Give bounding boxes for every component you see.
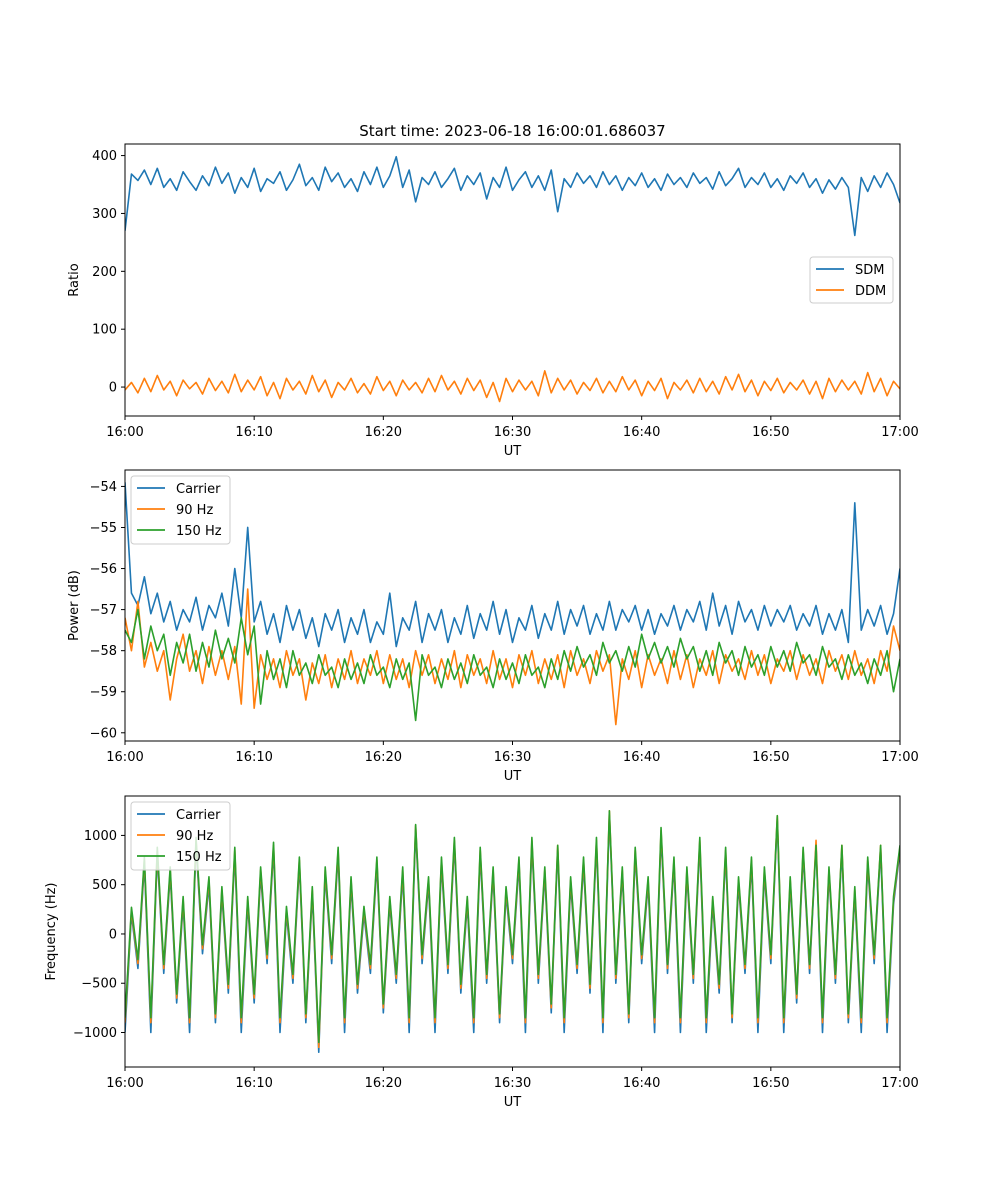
ratio-chart-title: Start time: 2023-06-18 16:00:01.686037 (359, 122, 665, 140)
power-y-tick-label: −58 (90, 644, 117, 659)
frequency-series-line-90-hz (125, 809, 900, 1049)
power-legend-box (130, 475, 231, 545)
frequency-x-tick-label: 16:10 (235, 1076, 272, 1091)
frequency-y-tick-label: 0 (109, 927, 117, 942)
ratio-x-tick-label: 16:10 (235, 425, 272, 440)
ratio-series-line-ddm (125, 370, 900, 403)
power-legend-label: 150 Hz (176, 524, 222, 539)
power-series-line-carrier (125, 482, 900, 648)
frequency-x-tick-label: 17:00 (881, 1076, 918, 1091)
frequency-y-tick-label: −500 (81, 977, 117, 992)
power-legend: Carrier 90 Hz 150 Hz (130, 475, 231, 545)
ratio-x-tick-label: 16:50 (752, 425, 789, 440)
frequency-legend-box (130, 801, 231, 871)
power-y-axis-label: Power (dB) (67, 570, 82, 641)
power-y-tick-label: −56 (90, 562, 117, 577)
frequency-series-line-carrier (125, 814, 900, 1054)
power-x-tick-label: 16:50 (752, 750, 789, 765)
frequency-x-tick-label: 16:50 (752, 1076, 789, 1091)
ratio-y-tick-label: 0 (109, 381, 117, 396)
ratio-legend-label: SDM (855, 263, 884, 278)
ratio-x-tick-label: 17:00 (881, 425, 918, 440)
power-legend-label: Carrier (176, 482, 221, 497)
frequency-legend-label: 150 Hz (176, 850, 222, 865)
ratio-x-tick-label: 16:00 (106, 425, 143, 440)
ratio-x-tick-label: 16:30 (494, 425, 531, 440)
ratio-legend: SDM DDM (809, 256, 894, 304)
power-series-line-150-hz (125, 608, 900, 722)
frequency-x-tick-label: 16:20 (365, 1076, 402, 1091)
ratio-y-tick-label: 400 (92, 149, 117, 164)
power-x-tick-label: 16:30 (494, 750, 531, 765)
power-x-tick-label: 16:00 (106, 750, 143, 765)
power-x-tick-label: 16:10 (235, 750, 272, 765)
power-y-tick-label: −57 (90, 603, 117, 618)
power-x-tick-label: 17:00 (881, 750, 918, 765)
power-x-tick-label: 16:40 (623, 750, 660, 765)
power-y-tick-label: −60 (90, 726, 117, 741)
frequency-panel: 16:00 16:10 16:20 16:30 16:40 16:50 17:00 −1000… (44, 795, 919, 1110)
frequency-x-tick-label: 16:00 (106, 1076, 143, 1091)
power-series-group (125, 482, 900, 726)
frequency-legend-label: 90 Hz (176, 829, 213, 844)
frequency-series-group (125, 809, 900, 1054)
power-series-line-90-hz (125, 588, 900, 726)
frequency-series-line-150-hz (125, 809, 900, 1044)
frequency-y-tick-label: 1000 (84, 829, 117, 844)
ratio-x-tick-label: 16:40 (623, 425, 660, 440)
ratio-legend-label: DDM (855, 284, 886, 299)
ratio-series-line-sdm (125, 155, 900, 237)
ratio-y-tick-label: 200 (92, 265, 117, 280)
ratio-y-tick-label: 100 (92, 323, 117, 338)
frequency-y-axis-label: Frequency (Hz) (44, 882, 59, 980)
ratio-panel: 16:00 16:10 16:20 16:30 16:40 16:50 17:00 0 100 2… (67, 122, 919, 459)
frequency-x-tick-label: 16:30 (494, 1076, 531, 1091)
frequency-x-axis-label: UT (504, 1095, 522, 1110)
frequency-y-tick-label: 500 (92, 878, 117, 893)
power-legend-label: 90 Hz (176, 503, 213, 518)
frequency-y-tick-label: −1000 (73, 1026, 117, 1041)
power-panel: 16:00 16:10 16:20 16:30 16:40 16:50 17:00 −60 −5… (67, 469, 919, 784)
ratio-x-axis-label: UT (504, 444, 522, 459)
frequency-legend-label: Carrier (176, 808, 221, 823)
ratio-series-group (125, 155, 900, 403)
power-x-axis-label: UT (504, 769, 522, 784)
power-x-tick-label: 16:20 (365, 750, 402, 765)
ratio-x-tick-label: 16:20 (365, 425, 402, 440)
power-y-tick-label: −54 (90, 480, 117, 495)
ratio-y-axis-label: Ratio (67, 263, 82, 296)
frequency-x-tick-label: 16:40 (623, 1076, 660, 1091)
ratio-y-tick-label: 300 (92, 207, 117, 222)
frequency-legend: Carrier 90 Hz 150 Hz (130, 801, 231, 871)
power-y-tick-label: −55 (90, 521, 117, 536)
power-y-tick-label: −59 (90, 685, 117, 700)
